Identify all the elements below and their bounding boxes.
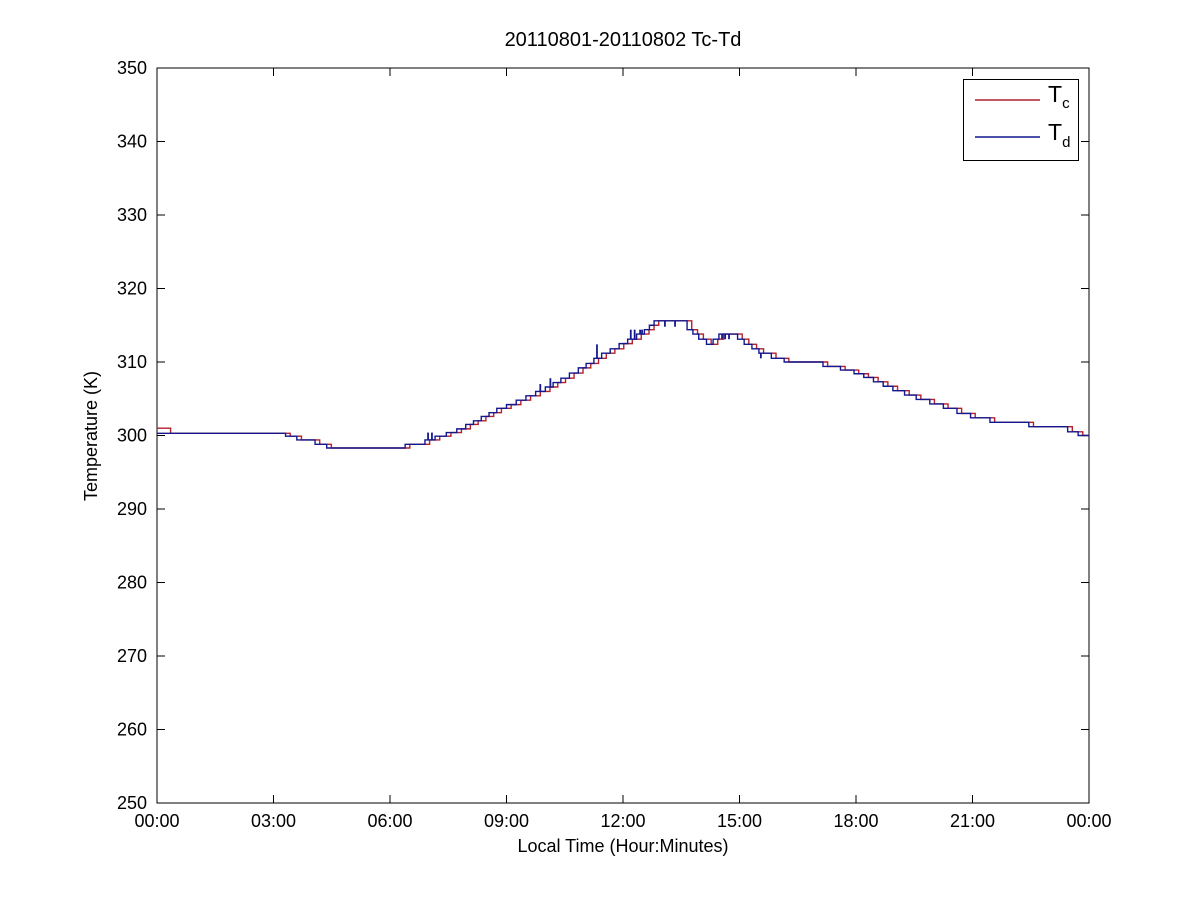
x-tick-label: 06:00 — [367, 811, 412, 831]
axis-ticks: 00:00 03:00 06:00 09:00 12:00 15:00 18:00 21:00… — [117, 58, 1112, 831]
x-axis-label: Local Time (Hour:Minutes) — [517, 836, 728, 856]
plot-area — [156, 67, 1090, 804]
x-tick-label: 00:00 — [1066, 811, 1111, 831]
x-tick-label: 18:00 — [833, 811, 878, 831]
y-tick-label: 320 — [117, 279, 147, 299]
data-series — [157, 320, 1089, 449]
legend-label-tc: Tc — [1048, 81, 1070, 112]
x-tick-label: 00:00 — [134, 811, 179, 831]
y-tick-label: 290 — [117, 499, 147, 519]
y-tick-label: 250 — [117, 793, 147, 813]
x-tick-label: 09:00 — [484, 811, 529, 831]
series-tc-line — [157, 320, 1089, 449]
y-tick-label: 300 — [117, 426, 147, 446]
x-tick-label: 15:00 — [717, 811, 762, 831]
y-tick-label: 340 — [117, 132, 147, 152]
series-td-line — [157, 320, 1089, 449]
y-axis-label: Temperature (K) — [81, 371, 101, 501]
legend-frame — [962, 78, 1080, 162]
legend-box: Tc Td — [962, 78, 1080, 162]
y-tick-label: 280 — [117, 573, 147, 593]
y-tick-label: 330 — [117, 205, 147, 225]
y-tick-label: 270 — [117, 646, 147, 666]
chart-title: 20110801-20110802 Tc-Td — [505, 29, 742, 51]
x-tick-label: 12:00 — [600, 811, 645, 831]
x-tick-label: 03:00 — [251, 811, 296, 831]
y-tick-label: 310 — [117, 352, 147, 372]
legend-label-td: Td — [1048, 119, 1070, 151]
x-tick-label: 21:00 — [950, 811, 995, 831]
y-tick-label: 350 — [117, 58, 147, 78]
y-tick-label: 260 — [117, 720, 147, 740]
